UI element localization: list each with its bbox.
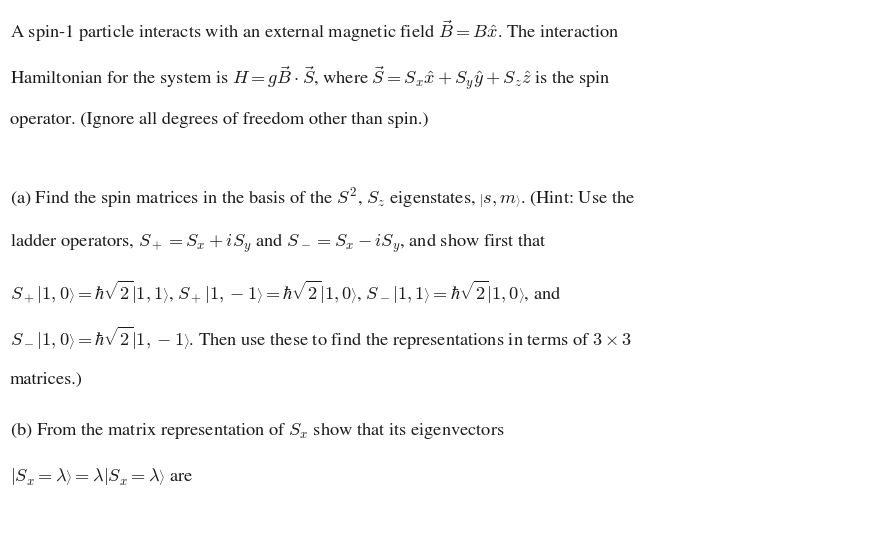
Text: matrices.): matrices.) (10, 372, 83, 388)
Text: A spin-1 particle interacts with an external magnetic field $\vec{B} = B\hat{x}$: A spin-1 particle interacts with an exte… (10, 18, 620, 44)
Text: $\left|S_x = \lambda\right\rangle = \lambda\left|S_x = \lambda\right\rangle$ are: $\left|S_x = \lambda\right\rangle = \lam… (10, 466, 193, 487)
Text: (a) Find the spin matrices in the basis of the $S^2$, $S_z$ eigenstates, $\left|: (a) Find the spin matrices in the basis … (10, 185, 635, 210)
Text: $S_-\left|1,0\right\rangle = \hbar\sqrt{2}\left|1,-1\right\rangle$. Then use the: $S_-\left|1,0\right\rangle = \hbar\sqrt{… (10, 325, 632, 352)
Text: $S_+\left|1,0\right\rangle = \hbar\sqrt{2}\left|1,1\right\rangle$, $S_+\left|1,-: $S_+\left|1,0\right\rangle = \hbar\sqrt{… (10, 278, 561, 304)
Text: (b) From the matrix representation of $S_x$ show that its eigenvectors: (b) From the matrix representation of $S… (10, 420, 504, 441)
Text: operator. (Ignore all degrees of freedom other than spin.): operator. (Ignore all degrees of freedom… (10, 112, 428, 128)
Text: ladder operators, $S_+ = S_x + iS_y$ and $S_- = S_x - iS_y$, and show first that: ladder operators, $S_+ = S_x + iS_y$ and… (10, 232, 547, 255)
Text: Hamiltonian for the system is $H = g\vec{B}\cdot\vec{S}$, where $\vec{S} = S_x\h: Hamiltonian for the system is $H = g\vec… (10, 65, 611, 93)
